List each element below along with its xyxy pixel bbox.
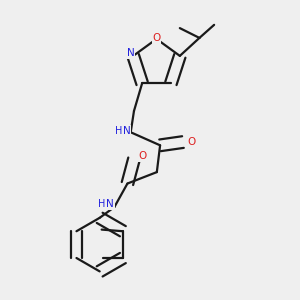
Text: O: O [152, 33, 161, 43]
Text: O: O [187, 137, 195, 147]
Text: H: H [115, 126, 122, 136]
Text: N: N [127, 48, 134, 58]
Text: O: O [138, 152, 146, 161]
Text: N: N [123, 126, 131, 136]
Text: H: H [98, 200, 105, 209]
Text: N: N [106, 200, 114, 209]
